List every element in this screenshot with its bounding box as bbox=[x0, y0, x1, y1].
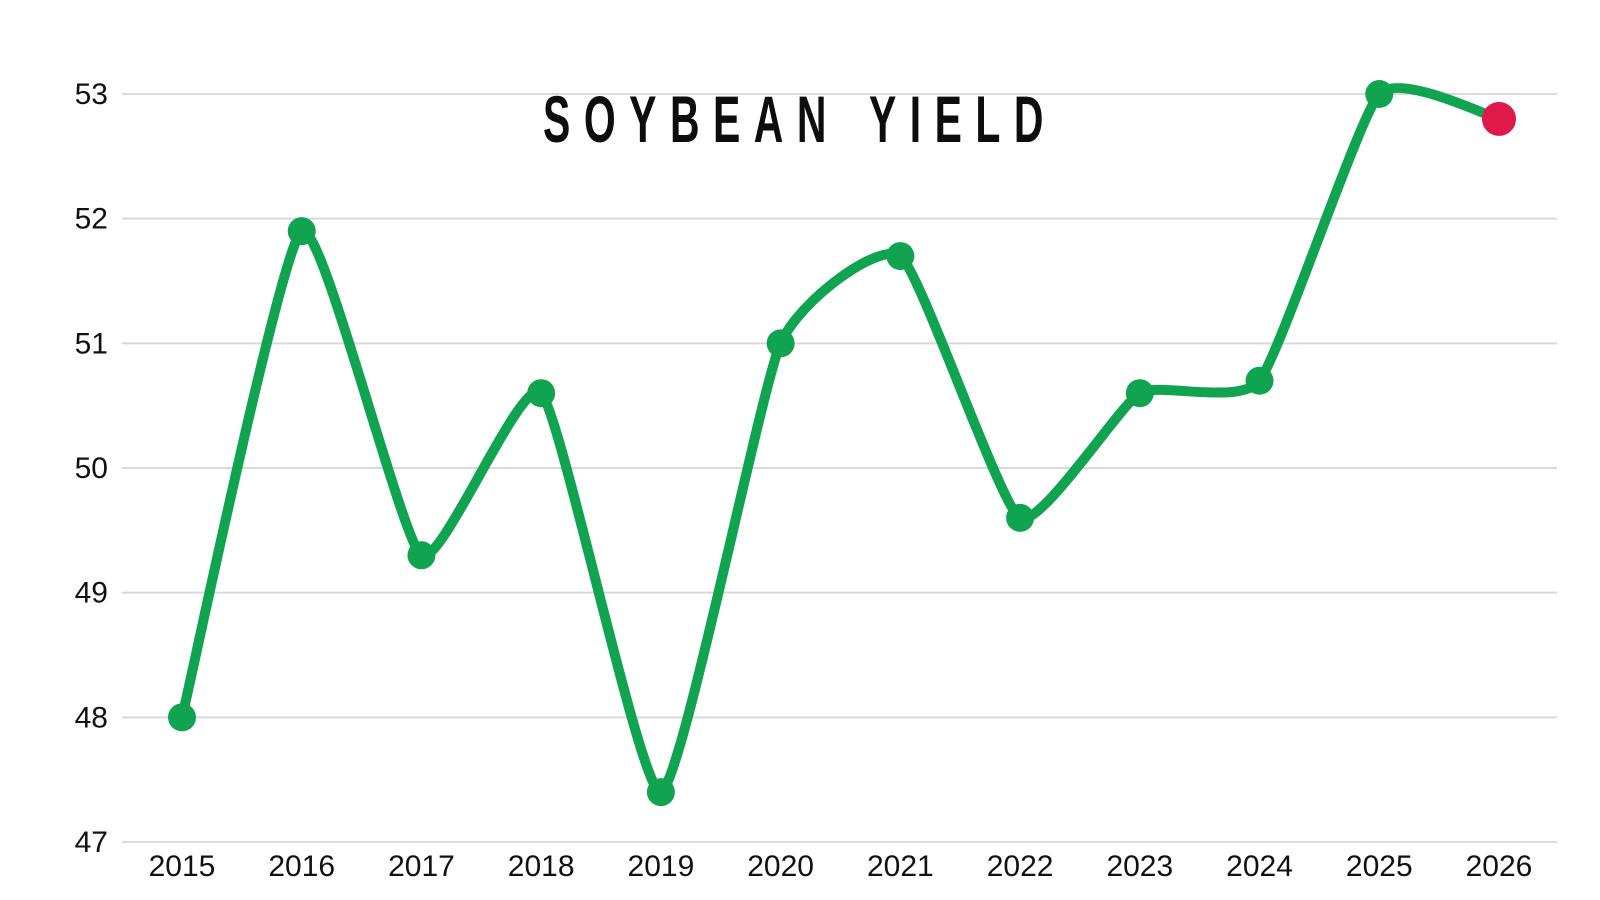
x-axis-tick-label: 2017 bbox=[388, 850, 455, 883]
data-point-2021 bbox=[886, 242, 915, 271]
data-point-2024 bbox=[1245, 366, 1274, 395]
x-axis-tick-label: 2016 bbox=[268, 850, 335, 883]
y-axis-tick-label: 50 bbox=[75, 452, 108, 485]
y-axis-tick-label: 53 bbox=[75, 78, 108, 111]
x-axis-tick-label: 2020 bbox=[747, 850, 814, 883]
x-axis-tick-label: 2019 bbox=[628, 850, 695, 883]
yield-line-series bbox=[177, 83, 1504, 798]
data-point-2015 bbox=[168, 703, 196, 732]
x-axis-tick-label: 2022 bbox=[987, 850, 1054, 883]
y-axis-tick-label: 49 bbox=[75, 577, 108, 610]
y-axis-tick-label: 52 bbox=[75, 203, 108, 236]
data-point-2017 bbox=[407, 541, 436, 570]
x-axis-tick-label: 2021 bbox=[867, 850, 934, 883]
data-point-2018 bbox=[527, 379, 556, 408]
x-axis-tick-label: 2024 bbox=[1226, 850, 1293, 883]
data-point-2016 bbox=[287, 217, 316, 246]
data-point-highlight-2026 bbox=[1482, 101, 1516, 136]
y-axis-tick-label: 47 bbox=[75, 826, 108, 859]
x-axis-tick-label: 2026 bbox=[1466, 850, 1533, 883]
data-point-2025 bbox=[1365, 80, 1394, 108]
x-axis-tick-label: 2015 bbox=[149, 850, 216, 883]
x-axis-tick-label: 2025 bbox=[1346, 850, 1413, 883]
data-point-2022 bbox=[1006, 503, 1035, 532]
x-axis-tick-label: 2023 bbox=[1106, 850, 1173, 883]
data-point-2019 bbox=[646, 778, 675, 807]
y-axis-tick-label: 51 bbox=[75, 327, 108, 360]
data-point-2023 bbox=[1125, 379, 1154, 408]
chart-title: SOYBEAN YIELD bbox=[543, 82, 1057, 156]
y-axis-tick-label: 48 bbox=[75, 701, 108, 734]
data-point-2020 bbox=[766, 329, 795, 358]
x-axis-tick-label: 2018 bbox=[508, 850, 575, 883]
